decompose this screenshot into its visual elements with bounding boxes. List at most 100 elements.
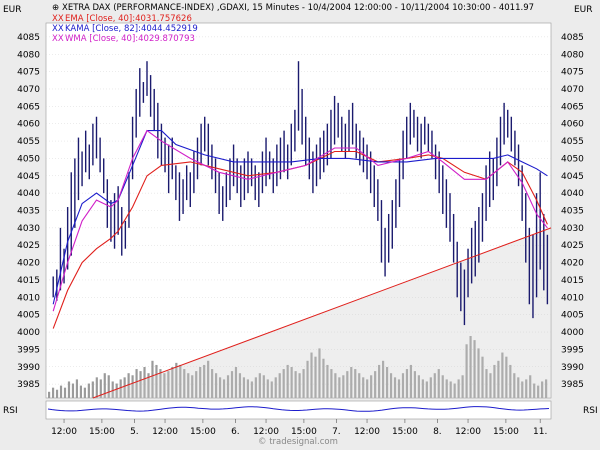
y-tick-label-left: 4020 bbox=[17, 259, 40, 269]
y-tick-label-left: 4040 bbox=[17, 189, 40, 199]
volume-bar bbox=[378, 364, 381, 398]
volume-bar bbox=[310, 352, 313, 398]
volume-bar bbox=[242, 377, 246, 398]
volume-bars bbox=[48, 336, 548, 398]
y-tick-label-right: 4070 bbox=[561, 85, 584, 95]
volume-bar bbox=[298, 373, 301, 398]
volume-bar bbox=[489, 373, 492, 398]
volume-bar bbox=[238, 373, 242, 398]
y-tick-label-left: 4010 bbox=[17, 293, 40, 303]
volume-bar bbox=[541, 381, 544, 398]
volume-bar bbox=[286, 364, 289, 398]
volume-bar bbox=[119, 379, 122, 398]
watermark: © tradesignal.com bbox=[258, 437, 338, 447]
volume-bar bbox=[278, 373, 281, 398]
volume-bar bbox=[537, 385, 540, 398]
volume-bar bbox=[302, 369, 305, 398]
y-tick-label-right: 4060 bbox=[561, 120, 584, 130]
y-tick-label-left: 4080 bbox=[17, 50, 40, 60]
y-tick-label-left: 4085 bbox=[17, 33, 40, 43]
rsi-line bbox=[47, 406, 550, 412]
volume-bar bbox=[48, 391, 51, 398]
volume-bar bbox=[195, 371, 198, 398]
volume-bar bbox=[433, 373, 436, 398]
volume-bar bbox=[59, 385, 63, 398]
y-tick-label-left: 4030 bbox=[17, 224, 40, 234]
volume-bar bbox=[218, 377, 222, 398]
volume-bar bbox=[71, 383, 75, 398]
volume-bar bbox=[370, 375, 373, 398]
volume-bar bbox=[103, 373, 106, 398]
volume-bar bbox=[282, 369, 285, 398]
volume-bar bbox=[429, 377, 432, 398]
y-tick-label-left: 3985 bbox=[17, 380, 40, 390]
y-tick-label-left: 3990 bbox=[17, 363, 40, 373]
volume-bar bbox=[417, 375, 420, 398]
x-tick-label: 5. bbox=[130, 427, 139, 437]
volume-bar bbox=[139, 371, 142, 398]
volume-bar bbox=[469, 336, 472, 398]
y-tick-label-right: 4065 bbox=[561, 102, 584, 112]
y-tick-label-right: 4080 bbox=[561, 50, 584, 60]
volume-bar bbox=[111, 381, 114, 398]
y-tick-label-left: 4000 bbox=[17, 328, 40, 338]
volume-bar bbox=[314, 356, 317, 398]
volume-bar bbox=[413, 371, 416, 398]
volume-bar bbox=[513, 373, 516, 398]
volume-bar bbox=[127, 373, 130, 398]
volume-bar bbox=[346, 371, 349, 398]
y-tick-label-right: 4010 bbox=[561, 293, 584, 303]
x-tick-label: 7. bbox=[332, 427, 341, 437]
left-axis-labels: 3985 3990 3995 4000 4005 4010 4015 4020 4025 4030… bbox=[17, 33, 40, 390]
volume-bar bbox=[75, 379, 79, 398]
chart-title: XETRA DAX (PERFORMANCE-INDEX) ,GDAXI, 15… bbox=[62, 3, 534, 13]
volume-bar bbox=[179, 364, 182, 398]
volume-bar bbox=[477, 348, 480, 398]
volume-bar bbox=[449, 381, 452, 398]
volume-bar bbox=[453, 383, 456, 398]
volume-bar bbox=[397, 379, 401, 398]
volume-bar bbox=[334, 373, 337, 398]
volume-bar bbox=[385, 367, 389, 398]
y-tick-label-right: 4035 bbox=[561, 207, 584, 217]
volume-bar bbox=[374, 371, 377, 398]
volume-bar bbox=[159, 369, 162, 398]
y-tick-label-right: 3995 bbox=[561, 345, 584, 355]
volume-bar bbox=[171, 367, 174, 398]
volume-bar bbox=[191, 375, 194, 398]
y-tick-label-right: 4085 bbox=[561, 33, 584, 43]
x-tick-label: 15:00 bbox=[392, 427, 418, 437]
title-icon: ⊕ bbox=[52, 3, 59, 13]
rsi-label-left: RSI bbox=[3, 406, 18, 416]
volume-bar bbox=[67, 381, 71, 398]
y-tick-label-left: 4025 bbox=[17, 241, 40, 251]
volume-bar bbox=[358, 373, 361, 398]
volume-bar bbox=[254, 377, 257, 398]
volume-bar bbox=[322, 358, 325, 398]
volume-bar bbox=[270, 381, 273, 398]
volume-bar bbox=[421, 379, 424, 398]
volume-bar bbox=[461, 375, 464, 398]
volume-bar bbox=[382, 360, 385, 398]
y-tick-label-right: 4005 bbox=[561, 311, 584, 321]
y-tick-label-right: 4030 bbox=[561, 224, 584, 234]
volume-bar bbox=[199, 367, 202, 398]
legend-ema-marker: XX bbox=[52, 14, 64, 24]
x-tick-label: 15:00 bbox=[291, 427, 317, 437]
y-tick-label-right: 4015 bbox=[561, 276, 584, 286]
volume-bar bbox=[83, 387, 86, 398]
legend-kama-marker: XX bbox=[52, 24, 64, 34]
y-tick-label-left: 4065 bbox=[17, 102, 40, 112]
y-tick-label-left: 4075 bbox=[17, 68, 40, 78]
x-tick-label: 11. bbox=[533, 427, 547, 437]
x-tick-label: 8. bbox=[433, 427, 442, 437]
right-unit-label: EUR bbox=[574, 5, 593, 15]
volume-bar bbox=[274, 377, 277, 398]
volume-bar bbox=[226, 375, 230, 398]
x-tick-label: 15:00 bbox=[493, 427, 519, 437]
volume-bar bbox=[545, 379, 548, 398]
y-tick-label-right: 3990 bbox=[561, 363, 584, 373]
volume-bar bbox=[517, 377, 520, 398]
volume-bar bbox=[115, 383, 118, 398]
